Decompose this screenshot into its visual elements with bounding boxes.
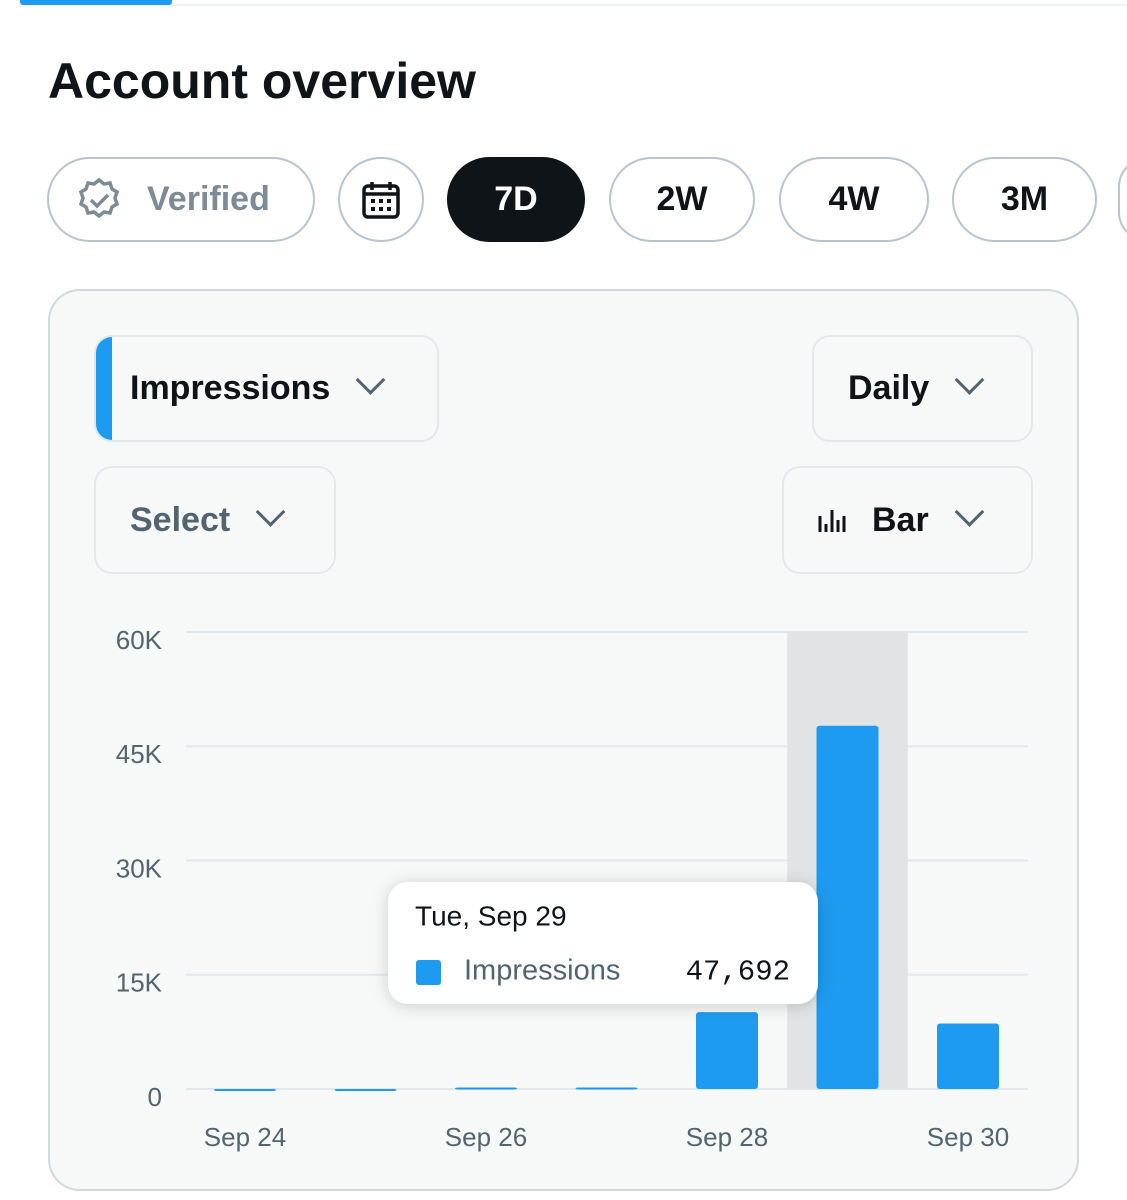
- bar: [816, 725, 879, 1089]
- bar: [455, 1087, 517, 1090]
- tooltip-box: [388, 882, 818, 1004]
- range-button[interactable]: 7D: [447, 157, 585, 242]
- x-tick-label: Sep 30: [927, 1122, 1009, 1152]
- page-title: Account overview: [48, 53, 476, 109]
- tooltip-series: Impressions: [464, 955, 620, 987]
- range-button[interactable]: 4W: [779, 157, 929, 242]
- x-tick-label: Sep 26: [445, 1122, 527, 1152]
- range-button[interactable]: 2W: [609, 157, 755, 242]
- calendar-icon: [362, 181, 400, 219]
- metric-dropdown[interactable]: Impressions: [94, 335, 439, 442]
- y-tick-label: 30K: [116, 853, 163, 883]
- chart-type-label: Bar: [872, 500, 929, 539]
- divider: [172, 4, 1127, 6]
- bar: [937, 1023, 999, 1089]
- y-tick-label: 0: [148, 1082, 162, 1112]
- x-tick-label: Sep 28: [686, 1122, 768, 1152]
- bar: [575, 1087, 638, 1090]
- interval-dropdown[interactable]: Daily: [812, 335, 1033, 442]
- bar: [334, 1089, 397, 1091]
- verified-filter[interactable]: Verified: [47, 157, 315, 242]
- range-button[interactable]: 3M: [952, 157, 1097, 242]
- bar-icon: [818, 510, 846, 532]
- compare-label: Select: [130, 500, 231, 539]
- interval-label: Daily: [848, 369, 930, 407]
- metric-color-stripe: [96, 337, 112, 440]
- bar: [214, 1089, 276, 1091]
- chart-type-dropdown[interactable]: Bar: [782, 466, 1033, 574]
- verified-label: Verified: [147, 180, 270, 218]
- tooltip: Tue, Sep 29 Impressions 47,692: [388, 882, 818, 1004]
- tooltip-value: 47,692: [686, 956, 790, 989]
- x-tick-label: Sep 24: [204, 1122, 286, 1152]
- tab-indicator: [20, 0, 172, 5]
- tooltip-title: Tue, Sep 29: [415, 900, 567, 931]
- verified-icon: [78, 177, 120, 218]
- y-tick-label: 45K: [116, 739, 163, 769]
- metric-label: Impressions: [130, 369, 331, 407]
- bar: [696, 1012, 758, 1089]
- calendar-button[interactable]: [338, 157, 424, 242]
- tooltip-swatch: [416, 960, 441, 985]
- y-tick-label: 15K: [116, 968, 163, 998]
- y-tick-label: 60K: [116, 625, 163, 655]
- compare-dropdown[interactable]: Select: [94, 466, 336, 574]
